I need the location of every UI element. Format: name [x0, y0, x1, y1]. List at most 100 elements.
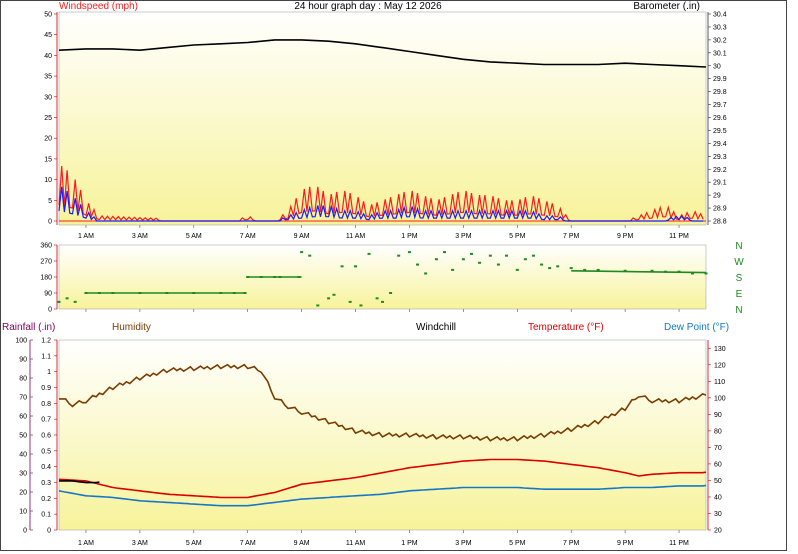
compass-label: W [734, 257, 744, 268]
direction-tick-label: 180 [40, 275, 52, 282]
windspeed-tick-label: 40 [44, 53, 52, 60]
direction-point [650, 269, 654, 272]
rain-tick-label: 0.2 [41, 496, 51, 503]
rain-tick-label: 0.9 [41, 385, 51, 392]
compass-label: N [735, 241, 742, 252]
wind-x-tick-label: 3 PM [455, 233, 472, 240]
direction-point [57, 300, 61, 303]
wind-x-tick-label: 1 PM [401, 233, 418, 240]
temperature-tick-label: 50 [714, 478, 722, 485]
wind-x-tick-label: 9 AM [294, 233, 310, 240]
wind-x-tick-label: 7 PM [563, 233, 580, 240]
windspeed-tick-label: 20 [44, 136, 52, 143]
windspeed-tick-label: 0 [48, 219, 52, 226]
windspeed-tick-label: 35 [44, 74, 52, 81]
windchill-line [59, 480, 100, 484]
percent-tick-label: 60 [19, 414, 27, 421]
direction-point [407, 251, 411, 254]
direction-point [84, 292, 88, 294]
thermo-x-tick-label: 11 AM [346, 540, 365, 547]
direction-point [488, 254, 492, 257]
temperature-tick-label: 130 [714, 346, 726, 353]
direction-point [596, 268, 600, 271]
thermo-x-tick-label: 9 AM [294, 540, 310, 547]
direction-tick-label: 90 [44, 291, 52, 298]
barometer-tick-label: 28.9 [713, 206, 727, 213]
barometer-tick-label: 29.7 [713, 102, 727, 109]
barometer-tick-label: 30.2 [713, 37, 727, 44]
compass-label: N [735, 305, 742, 316]
percent-tick-label: 50 [19, 433, 27, 440]
wind-x-tick-label: 5 AM [186, 233, 202, 240]
barometer-tick-label: 30.3 [713, 24, 727, 31]
barometer-tick-label: 30.4 [713, 12, 727, 19]
thermo-x-tick-label: 11 PM [669, 540, 689, 547]
barometer-tick-label: 29.2 [713, 167, 727, 174]
direction-point [424, 272, 428, 275]
temperature-tick-label: 20 [714, 528, 722, 535]
thermo-x-tick-label: 1 PM [401, 540, 418, 547]
rain-tick-label: 0.6 [41, 433, 51, 440]
wind-x-tick-label: 1 AM [78, 233, 94, 240]
rain-tick-label: 0.3 [41, 480, 51, 487]
direction-point [704, 272, 708, 275]
wind-x-tick-label: 11 AM [346, 233, 365, 240]
direction-point [478, 261, 482, 264]
windchill-label: Windchill [416, 322, 456, 333]
compass-label: E [736, 289, 743, 300]
windspeed-tick-label: 25 [44, 115, 52, 122]
temperature-tick-label: 110 [714, 379, 725, 386]
windspeed-tick-label: 45 [44, 32, 52, 39]
direction-point [308, 254, 312, 257]
rain-tick-label: 1 [47, 369, 51, 376]
thermo-x-tick-label: 1 AM [78, 540, 94, 547]
direction-point [434, 258, 438, 261]
direction-point [451, 268, 455, 271]
direction-point [531, 254, 535, 257]
humidity-label: Humidity [112, 322, 151, 333]
rain-tick-label: 0.5 [41, 448, 51, 455]
barometer-tick-label: 29.4 [713, 141, 727, 148]
temperature-label: Temperature (°F) [528, 322, 604, 333]
temperature-tick-label: 70 [714, 445, 722, 452]
graph-title: 24 hour graph day : May 12 2026 [294, 1, 442, 12]
percent-tick-label: 70 [19, 395, 27, 402]
thermo-x-tick-label: 3 AM [132, 540, 148, 547]
direction-point [443, 251, 447, 254]
thermo-x-tick-label: 5 PM [509, 540, 526, 547]
rain-tick-label: 1.2 [41, 338, 51, 345]
wind-gust-line [58, 186, 704, 222]
wind-x-tick-label: 9 PM [617, 233, 634, 240]
direction-point [243, 292, 247, 294]
barometer-axis-label: Barometer (.in) [633, 1, 700, 12]
barometer-tick-label: 29 [713, 193, 721, 200]
humidity-line [59, 363, 707, 442]
percent-tick-label: 30 [19, 471, 27, 478]
direction-point [548, 267, 552, 270]
temperature-tick-label: 30 [714, 511, 722, 518]
direction-point [515, 268, 519, 271]
rain-tick-label: 0 [47, 528, 51, 535]
rain-tick-label: 1.1 [41, 353, 51, 360]
windspeed-tick-label: 10 [44, 177, 52, 184]
direction-point [375, 297, 379, 300]
wind-x-tick-label: 11 PM [669, 233, 689, 240]
windspeed-tick-label: 5 [48, 198, 52, 205]
barometer-tick-label: 28.8 [713, 219, 727, 226]
windspeed-tick-label: 30 [44, 94, 52, 101]
direction-point [461, 258, 465, 261]
direction-point [65, 297, 69, 300]
direction-point [523, 258, 527, 261]
direction-point [359, 304, 363, 307]
direction-point [583, 268, 587, 271]
direction-point [367, 252, 371, 255]
direction-point [340, 265, 344, 268]
percent-tick-label: 90 [19, 357, 27, 364]
thermo-x-tick-label: 3 PM [455, 540, 472, 547]
percent-tick-label: 100 [15, 338, 27, 345]
temperature-tick-label: 120 [714, 362, 726, 369]
direction-steady-segment [571, 270, 707, 274]
barometer-tick-label: 29.6 [713, 115, 727, 122]
barometer-tick-label: 29.1 [713, 180, 727, 187]
